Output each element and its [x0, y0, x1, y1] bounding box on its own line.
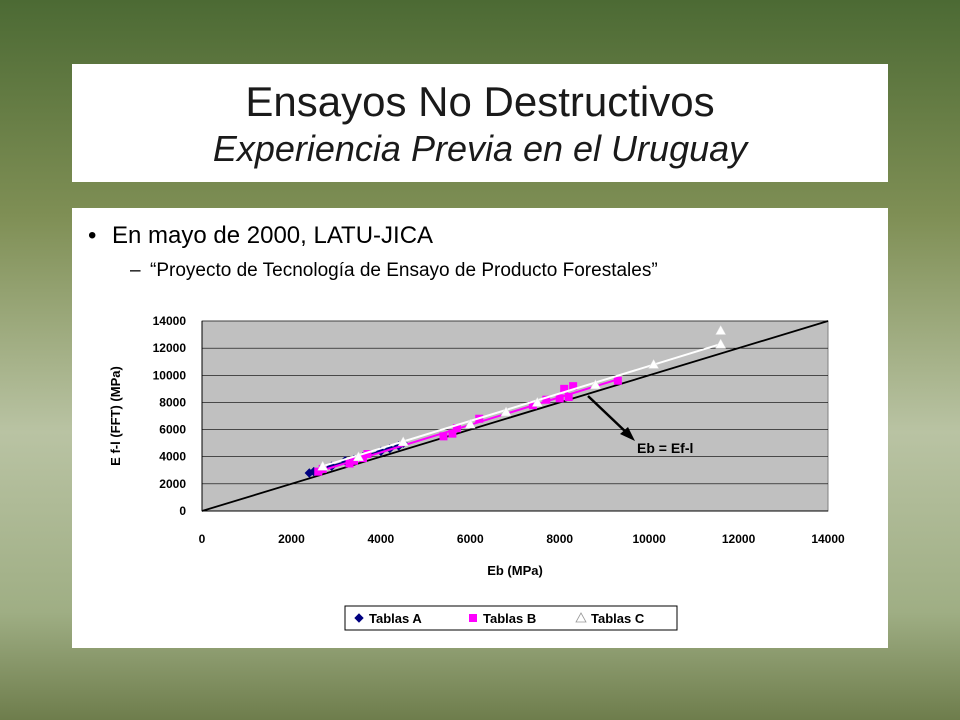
legend-entry: Tablas B	[469, 611, 536, 626]
data-point	[613, 376, 622, 385]
y-tick-label: 14000	[153, 314, 187, 328]
y-tick-label: 6000	[159, 423, 186, 437]
data-point	[464, 418, 476, 429]
sub-bullet-item: – “Proyecto de Tecnología de Ensayo de Pr…	[130, 260, 658, 282]
data-point	[469, 614, 477, 622]
legend-label: Tablas A	[369, 611, 422, 626]
y-tick-label: 10000	[153, 368, 187, 382]
data-point	[448, 429, 457, 438]
y-tick-label: 2000	[159, 477, 186, 491]
x-tick-label: 14000	[811, 532, 845, 546]
chart: 0 2000 4000 6000 8000 10000 12000 14000 0 2000 400…	[108, 314, 845, 631]
data-point	[345, 459, 354, 468]
y-tick-label: 8000	[159, 395, 186, 409]
annotation-arrow-line	[587, 395, 629, 435]
x-tick-label: 10000	[632, 532, 666, 546]
data-point	[500, 406, 512, 417]
legend-box	[344, 605, 678, 631]
data-point	[542, 395, 551, 404]
data-point	[439, 432, 448, 441]
x-tick-label: 4000	[368, 532, 395, 546]
x-axis-label: Eb (MPa)	[487, 563, 543, 578]
series-tablas-c	[317, 324, 727, 471]
data-point	[715, 338, 727, 349]
title-box: Ensayos No Destructivos Experiencia Prev…	[72, 64, 888, 182]
data-point	[354, 613, 364, 623]
sub-bullet-text: “Proyecto de Tecnología de Ensayo de Pro…	[150, 260, 658, 281]
legend-entry: Tablas C	[575, 611, 645, 626]
data-point	[590, 379, 601, 390]
data-point	[560, 384, 569, 393]
x-tick-label: 12000	[722, 532, 756, 546]
data-point	[353, 451, 364, 461]
legend-entry: Tablas A	[354, 611, 422, 626]
x-tick-label: 0	[199, 532, 206, 546]
data-point	[452, 424, 461, 433]
x-tick-label: 2000	[278, 532, 305, 546]
bullet-item: • En mayo de 2000, LATU-JICA	[88, 222, 433, 250]
y-tick-label: 0	[179, 504, 186, 518]
y-tick-label: 4000	[159, 450, 186, 464]
content-box: • En mayo de 2000, LATU-JICA – “Proyecto d…	[72, 208, 888, 648]
reference-line	[201, 320, 829, 512]
data-point	[358, 454, 367, 463]
data-point	[715, 324, 727, 335]
data-point	[648, 358, 660, 369]
legend-marker	[575, 612, 587, 623]
x-tick-label: 6000	[457, 532, 484, 546]
legend-label: Tablas C	[591, 611, 645, 626]
annotation-label: Eb = Ef-l	[637, 440, 693, 456]
data-point	[564, 393, 573, 401]
legend-label: Tablas B	[483, 611, 536, 626]
data-point	[555, 394, 564, 403]
y-tick-label: 12000	[153, 341, 187, 355]
bullet-text: En mayo de 2000, LATU-JICA	[112, 222, 434, 249]
bullet-dot-icon: •	[88, 222, 97, 249]
data-point	[397, 436, 409, 447]
slide-subtitle: Experiencia Previa en el Uruguay	[212, 128, 748, 169]
x-tick-label: 8000	[546, 532, 573, 546]
y-axis-label: E f-l (FFT) (MPa)	[108, 366, 123, 466]
data-point	[363, 450, 372, 458]
data-point	[317, 460, 329, 471]
dash-icon: –	[130, 260, 141, 281]
data-point	[569, 382, 578, 391]
data-point	[314, 467, 323, 476]
data-point	[531, 396, 543, 407]
annotation-arrow-head	[620, 427, 635, 441]
slide-title: Ensayos No Destructivos	[245, 78, 715, 125]
